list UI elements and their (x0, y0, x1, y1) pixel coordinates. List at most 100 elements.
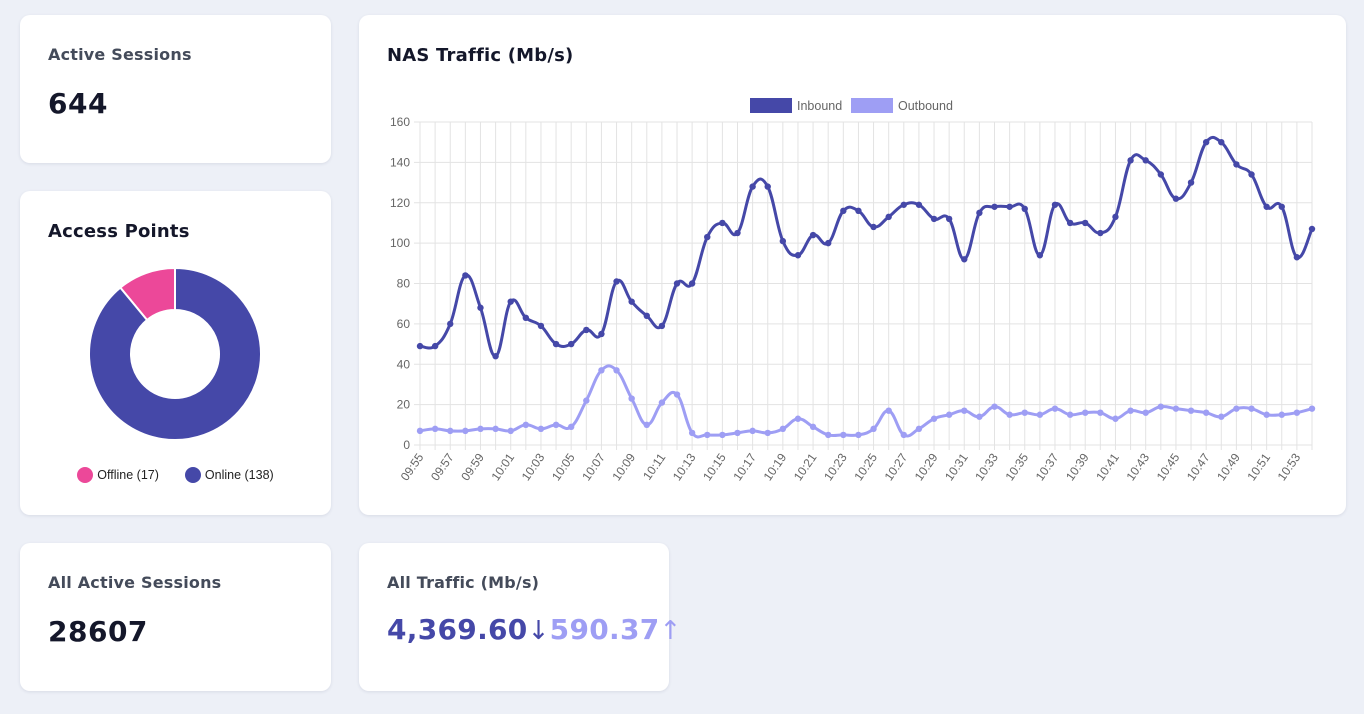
inbound-data-point[interactable] (1218, 138, 1225, 146)
inbound-data-point[interactable] (930, 215, 938, 223)
inbound-data-point[interactable] (961, 256, 968, 263)
inbound-data-point[interactable] (477, 304, 484, 311)
outbound-data-point[interactable] (779, 425, 787, 433)
outbound-data-point[interactable] (462, 427, 469, 435)
outbound-data-point[interactable] (900, 431, 907, 439)
outbound-data-point[interactable] (809, 423, 817, 431)
inbound-data-point[interactable] (1142, 157, 1149, 164)
outbound-data-point[interactable] (749, 427, 756, 435)
outbound-data-point[interactable] (1202, 409, 1210, 416)
inbound-data-point[interactable] (855, 207, 862, 215)
inbound-data-point[interactable] (885, 213, 892, 221)
outbound-data-point[interactable] (1006, 411, 1013, 418)
outbound-data-point[interactable] (643, 421, 650, 429)
inbound-data-point[interactable] (1278, 203, 1285, 210)
outbound-data-point[interactable] (1097, 409, 1104, 416)
outbound-data-point[interactable] (885, 407, 892, 414)
outbound-data-point[interactable] (431, 425, 439, 433)
inbound-data-point[interactable] (598, 330, 605, 338)
outbound-data-point[interactable] (1157, 403, 1165, 410)
inbound-data-point[interactable] (764, 183, 771, 190)
outbound-data-point[interactable] (1051, 405, 1059, 412)
inbound-data-point[interactable] (1036, 252, 1044, 259)
outbound-data-point[interactable] (598, 367, 605, 374)
outbound-data-point[interactable] (870, 425, 877, 433)
inbound-data-point[interactable] (719, 219, 726, 227)
inbound-data-point[interactable] (825, 239, 832, 247)
inbound-data-point[interactable] (870, 223, 877, 231)
outbound-data-point[interactable] (976, 413, 983, 420)
outbound-data-point[interactable] (492, 425, 499, 433)
outbound-data-point[interactable] (522, 421, 530, 429)
outbound-data-point[interactable] (1112, 415, 1119, 422)
outbound-data-point[interactable] (915, 425, 923, 433)
outbound-data-point[interactable] (840, 431, 847, 439)
inbound-data-point[interactable] (1293, 254, 1301, 261)
legend-inbound-label[interactable]: Inbound (797, 99, 842, 113)
inbound-data-point[interactable] (1233, 161, 1240, 168)
inbound-data-point[interactable] (431, 342, 439, 350)
legend-item-online[interactable]: Online (138) (184, 467, 274, 483)
inbound-data-point[interactable] (976, 209, 983, 217)
outbound-data-point[interactable] (537, 425, 545, 433)
outbound-data-point[interactable] (416, 427, 424, 435)
inbound-data-point[interactable] (416, 342, 424, 350)
inbound-data-point[interactable] (613, 278, 620, 285)
inbound-data-point[interactable] (552, 340, 560, 348)
outbound-data-point[interactable] (961, 407, 968, 414)
inbound-data-point[interactable] (1187, 179, 1195, 186)
outbound-data-point[interactable] (477, 425, 484, 433)
inbound-data-point[interactable] (1248, 171, 1255, 178)
legend-inbound-swatch[interactable] (750, 98, 792, 113)
inbound-data-point[interactable] (794, 252, 802, 259)
inbound-data-point[interactable] (447, 320, 454, 328)
inbound-data-point[interactable] (809, 231, 817, 239)
outbound-data-point[interactable] (1082, 409, 1089, 416)
outbound-data-point[interactable] (1187, 407, 1195, 414)
inbound-data-point[interactable] (915, 201, 923, 208)
outbound-data-point[interactable] (1278, 411, 1285, 418)
outbound-data-point[interactable] (855, 431, 862, 439)
outbound-data-point[interactable] (1308, 405, 1316, 412)
outbound-data-point[interactable] (507, 427, 514, 435)
outbound-data-point[interactable] (1172, 405, 1180, 412)
inbound-data-point[interactable] (945, 215, 953, 223)
outbound-data-point[interactable] (673, 391, 681, 398)
inbound-data-point[interactable] (658, 322, 666, 330)
inbound-data-point[interactable] (643, 312, 650, 319)
outbound-data-point[interactable] (1021, 409, 1028, 416)
outbound-data-point[interactable] (1263, 411, 1270, 418)
inbound-data-point[interactable] (1202, 138, 1210, 146)
outbound-data-point[interactable] (930, 415, 938, 422)
outbound-data-point[interactable] (1142, 409, 1149, 416)
inbound-data-point[interactable] (779, 237, 787, 245)
outbound-data-point[interactable] (658, 399, 666, 406)
outbound-data-point[interactable] (567, 423, 575, 431)
inbound-data-point[interactable] (1066, 219, 1074, 227)
legend-item-offline[interactable]: Offline (17) (77, 467, 159, 483)
outbound-data-point[interactable] (704, 431, 711, 439)
outbound-data-point[interactable] (688, 429, 696, 437)
outbound-data-point[interactable] (991, 403, 998, 410)
inbound-data-point[interactable] (704, 233, 711, 241)
inbound-data-point[interactable] (688, 280, 696, 287)
inbound-data-point[interactable] (507, 298, 514, 305)
outbound-data-point[interactable] (1233, 405, 1240, 412)
outbound-data-point[interactable] (1127, 407, 1134, 414)
inbound-data-point[interactable] (492, 352, 499, 360)
inbound-data-point[interactable] (1127, 157, 1134, 164)
outbound-data-point[interactable] (628, 395, 635, 402)
inbound-data-point[interactable] (1172, 195, 1180, 202)
inbound-data-point[interactable] (1021, 205, 1028, 213)
outbound-data-point[interactable] (552, 421, 560, 429)
inbound-data-point[interactable] (1097, 229, 1104, 237)
inbound-data-point[interactable] (991, 203, 998, 210)
inbound-data-point[interactable] (1157, 171, 1165, 178)
outbound-data-point[interactable] (1248, 405, 1255, 412)
inbound-data-point[interactable] (628, 298, 635, 305)
outbound-data-point[interactable] (734, 429, 741, 437)
outbound-data-point[interactable] (447, 427, 454, 435)
inbound-data-point[interactable] (1006, 203, 1013, 210)
inbound-data-point[interactable] (537, 322, 545, 330)
inbound-data-point[interactable] (840, 207, 847, 215)
